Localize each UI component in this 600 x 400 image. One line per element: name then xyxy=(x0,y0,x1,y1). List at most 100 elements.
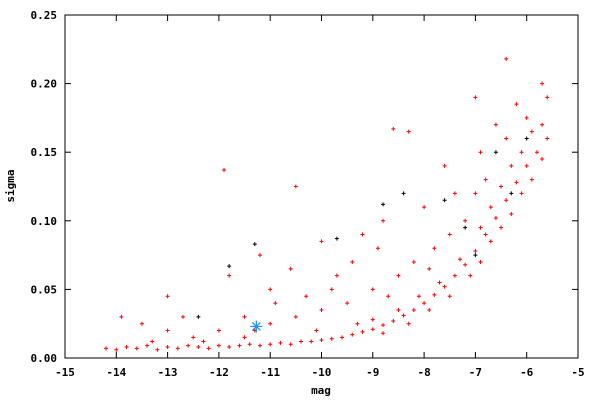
data-point xyxy=(473,253,478,258)
data-point xyxy=(463,225,468,230)
data-point xyxy=(473,191,478,196)
data-point xyxy=(350,332,355,337)
data-point xyxy=(381,323,386,328)
data-point xyxy=(165,345,170,350)
series-2 xyxy=(250,320,263,333)
data-point xyxy=(458,257,463,262)
data-point xyxy=(540,157,545,162)
data-point xyxy=(329,336,334,341)
data-point xyxy=(478,150,483,155)
x-axis-label: mag xyxy=(311,384,331,397)
data-point xyxy=(278,340,283,345)
data-point xyxy=(180,314,185,319)
data-point xyxy=(216,328,221,333)
data-point xyxy=(422,301,427,306)
data-point xyxy=(483,177,488,182)
data-point xyxy=(509,211,514,216)
data-point xyxy=(452,273,457,278)
data-point xyxy=(293,314,298,319)
data-point xyxy=(222,168,227,173)
data-point xyxy=(396,307,401,312)
data-point xyxy=(545,95,550,100)
data-point xyxy=(381,202,386,207)
data-point xyxy=(268,321,273,326)
data-point xyxy=(509,163,514,168)
data-point xyxy=(114,347,119,352)
data-point xyxy=(350,259,355,264)
data-point xyxy=(257,343,262,348)
data-point xyxy=(452,191,457,196)
data-point xyxy=(257,253,262,258)
x-tick-label: -11 xyxy=(260,366,280,379)
data-point xyxy=(519,191,524,196)
data-point xyxy=(422,205,427,210)
data-point xyxy=(360,232,365,237)
data-point xyxy=(396,273,401,278)
y-tick-label: 0.05 xyxy=(31,283,58,296)
x-tick-label: -14 xyxy=(106,366,126,379)
data-point xyxy=(186,343,191,348)
data-point xyxy=(268,342,273,347)
data-point xyxy=(411,307,416,312)
data-point xyxy=(468,273,473,278)
data-point xyxy=(488,239,493,244)
data-point xyxy=(268,287,273,292)
x-tick-label: -6 xyxy=(520,366,534,379)
data-point xyxy=(540,81,545,86)
data-point xyxy=(319,307,324,312)
data-point xyxy=(370,317,375,322)
data-point xyxy=(375,246,380,251)
data-point xyxy=(139,321,144,326)
data-point xyxy=(119,314,124,319)
data-point xyxy=(360,329,365,334)
data-point xyxy=(447,294,452,299)
y-axis-label: sigma xyxy=(4,169,17,202)
data-point xyxy=(499,225,504,230)
data-point xyxy=(227,345,232,350)
data-points xyxy=(104,56,550,352)
data-point xyxy=(534,150,539,155)
y-tick-label: 0.00 xyxy=(31,352,58,365)
axis-ticks: -15 -14 -13 -12 -11 -10 -9 -8 -7 -6 -5 0.00 0.05 0.10… xyxy=(31,9,585,379)
data-point xyxy=(529,177,534,182)
data-point xyxy=(165,294,170,299)
data-point xyxy=(150,339,155,344)
data-point xyxy=(252,242,257,247)
data-point xyxy=(514,102,519,107)
data-point xyxy=(104,346,109,351)
data-point xyxy=(304,294,309,299)
y-tick-label: 0.10 xyxy=(31,215,58,228)
data-point xyxy=(504,198,509,203)
data-point xyxy=(227,273,232,278)
data-point xyxy=(314,328,319,333)
data-point xyxy=(416,294,421,299)
data-point xyxy=(391,318,396,323)
data-point xyxy=(529,129,534,134)
data-point xyxy=(427,307,432,312)
data-point xyxy=(201,339,206,344)
data-point xyxy=(493,150,498,155)
data-point xyxy=(334,273,339,278)
data-point xyxy=(191,335,196,340)
x-tick-label: -13 xyxy=(158,366,178,379)
data-point xyxy=(478,225,483,230)
data-point xyxy=(463,262,468,267)
data-point xyxy=(196,314,201,319)
data-point xyxy=(340,335,345,340)
data-point xyxy=(406,321,411,326)
data-point xyxy=(273,301,278,306)
data-point xyxy=(504,136,509,141)
data-point xyxy=(386,294,391,299)
data-point xyxy=(319,338,324,343)
data-point xyxy=(514,180,519,185)
data-point xyxy=(447,232,452,237)
data-point xyxy=(499,184,504,189)
data-point xyxy=(242,314,247,319)
y-tick-label: 0.25 xyxy=(31,9,58,22)
x-tick-label: -7 xyxy=(469,366,482,379)
data-point xyxy=(381,331,386,336)
data-point xyxy=(124,345,129,350)
data-point xyxy=(478,259,483,264)
data-point xyxy=(334,236,339,241)
